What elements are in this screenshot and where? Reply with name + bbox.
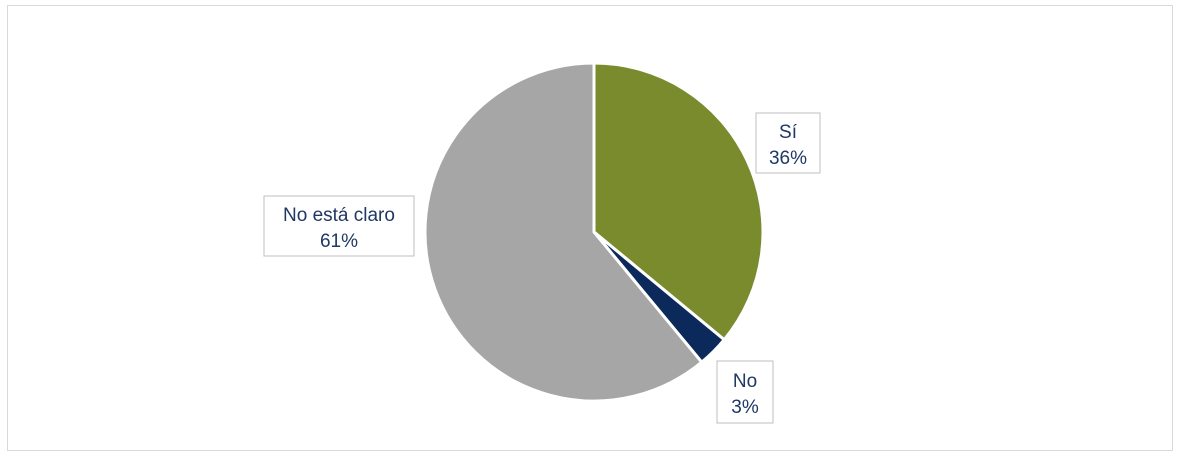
data-label-si-value: 36% xyxy=(769,148,807,169)
data-label-no-value: 3% xyxy=(731,397,759,418)
data-label-no-esta-claro-value: 61% xyxy=(320,231,358,252)
data-label-no-box xyxy=(716,360,774,424)
pie-slice-no-esta-claro xyxy=(423,61,704,403)
pie-slice-si xyxy=(592,61,765,342)
data-label-no-esta-claro-box xyxy=(263,195,415,257)
data-label-no: No 3% xyxy=(716,360,774,424)
data-label-no-category: No xyxy=(733,371,757,392)
data-label-no-esta-claro: No está claro 61% xyxy=(263,195,415,257)
data-label-no-esta-claro-category: No está claro xyxy=(283,205,395,226)
data-label-si: Sí 36% xyxy=(755,112,821,174)
data-label-si-box xyxy=(755,112,821,174)
data-label-si-category: Sí xyxy=(779,122,798,143)
pie-slices xyxy=(423,61,765,403)
